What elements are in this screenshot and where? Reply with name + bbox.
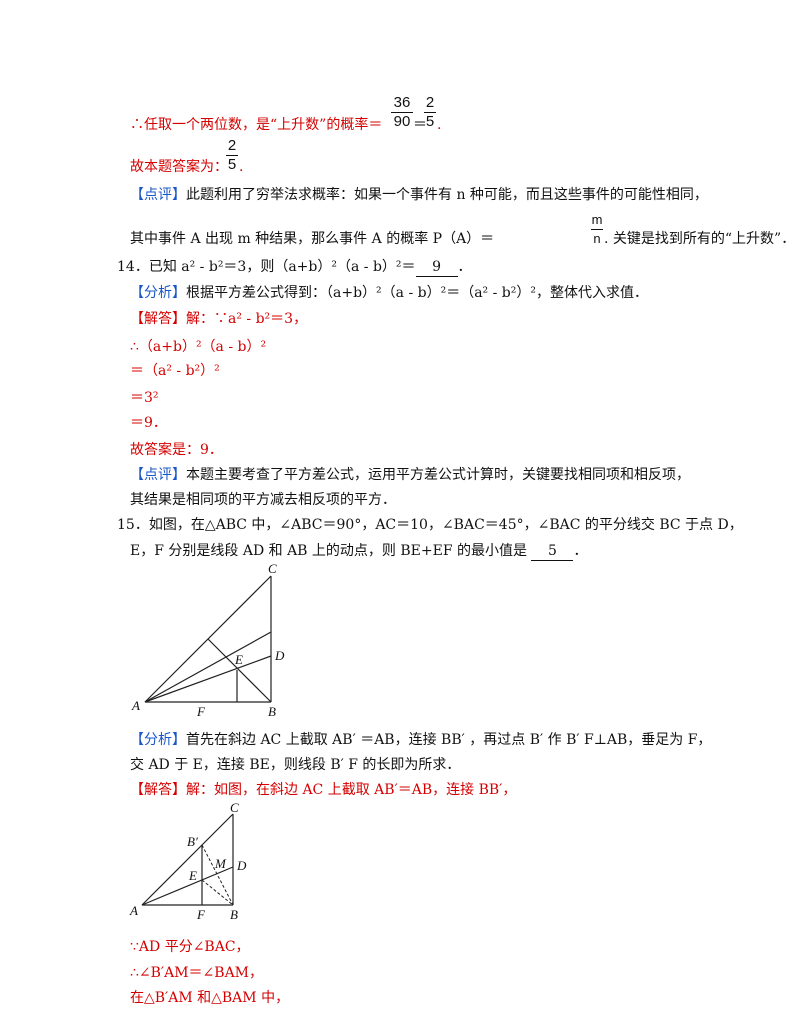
label-M: M (214, 856, 227, 871)
analysis-14: 【分析】根据平方差公式得到：（a+b）²（a - b）²＝（a² - b²）²，… (130, 285, 648, 301)
probability-line: ∴任取一个两位数，是“上升数”的概率＝ (130, 117, 383, 133)
label-A: A (129, 903, 138, 918)
line1-end: . (437, 117, 442, 133)
analysis-tag: 【分析】 (130, 285, 186, 301)
comment-line-1: 【点评】此题利用了穷举法求概率：如果一个事件有 n 种可能，而且这些事件的可能性… (130, 187, 708, 203)
question-15-line-2: E，F 分别是线段 AD 和 AB 上的动点，则 BE+EF 的最小值是 5 ． (130, 542, 588, 561)
label-F: F (196, 907, 206, 922)
solution-14-line-1: 【解答】解：∵a² - b²＝3， (130, 311, 308, 327)
solution-tag: 【解答】 (130, 782, 186, 798)
solution-14-line-6: 故答案是：9． (130, 442, 223, 458)
analysis-15-line-1: 【分析】首先在斜边 AC 上截取 AB′ ＝AB，连接 BB′ ，再过点 B′ … (130, 732, 712, 748)
label-F: F (196, 704, 206, 719)
triangle-figure-2: C B′ M D E A F B (129, 800, 247, 922)
label-C: C (268, 561, 277, 576)
question-14: 14．已知 a² - b²＝3，则（a+b）²（a - b）²＝ 9 ． (117, 258, 472, 277)
solution-15-line-2: ∵AD 平分∠BAC， (130, 939, 250, 955)
answer-line: 故本题答案为： (130, 159, 228, 175)
solution-14-line-2: ∴（a+b）²（a - b）² (130, 339, 267, 355)
comment-14-line-1: 【点评】本题主要考查了平方差公式，运用平方差公式计算时，关键要找相同项和相反项， (130, 467, 690, 483)
label-E: E (188, 868, 197, 883)
label-B: B (230, 907, 238, 922)
solution-15-line-3: ∴∠B′AM＝∠BAM， (130, 965, 264, 981)
fraction-36-90: 36 90 (391, 95, 413, 130)
solution-15-line-1: 【解答】解：如图，在斜边 AC 上截取 AB′＝AB，连接 BB′， (130, 782, 517, 798)
equals-sign: ＝ (413, 117, 427, 133)
answer-blank-14: 9 (415, 258, 458, 277)
comment-line-2a: 其中事件 A 出现 m 种结果，那么事件 A 的概率 P（A）＝ (130, 231, 495, 247)
analysis-tag: 【分析】 (130, 732, 186, 748)
triangle-figure-1: C D E A F B (131, 561, 285, 719)
label-A: A (131, 698, 140, 713)
solution-tag: 【解答】 (130, 311, 186, 327)
line2-end: . (239, 159, 244, 175)
solution-14-line-4: ＝3² (130, 390, 159, 406)
label-C: C (230, 800, 239, 815)
label-D: D (274, 648, 285, 663)
answer-blank-15: 5 (531, 542, 574, 561)
comment-tag: 【点评】 (130, 467, 186, 483)
comment-14-line-2: 其结果是相同项的平方减去相反项的平方． (130, 492, 396, 508)
solution-15-line-4: 在△B′AM 和△BAM 中， (130, 990, 290, 1006)
question-15-line-1: 15．如图，在△ABC 中，∠ABC＝90°，AC＝10，∠BAC＝45°，∠B… (117, 517, 743, 533)
solution-14-line-3: ＝（a² - b²）² (130, 363, 220, 379)
label-D: D (236, 858, 247, 873)
comment-line-2b: . 关键是找到所有的“上升数”． (604, 231, 796, 247)
comment-tag: 【点评】 (130, 187, 186, 203)
label-B: B (268, 704, 276, 719)
label-B-prime: B′ (187, 834, 198, 849)
label-E: E (234, 652, 243, 667)
analysis-15-line-2: 交 AD 于 E，连接 BE，则线段 B′ F 的长即为所求． (130, 757, 461, 773)
solution-14-line-5: ＝9． (130, 415, 167, 431)
